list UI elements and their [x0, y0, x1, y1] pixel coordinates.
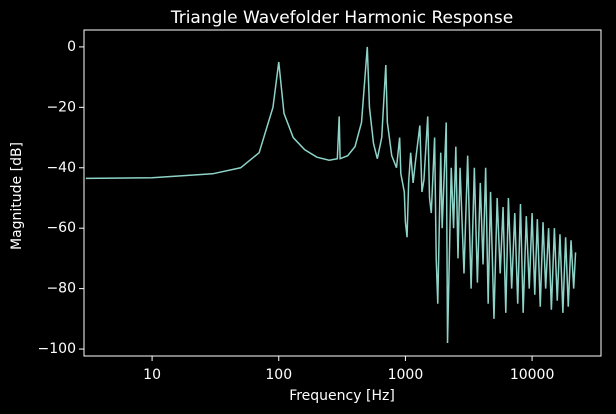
y-axis-label: Magnitude [dB]: [9, 142, 25, 250]
x-axis-label: Frequency [Hz]: [289, 388, 395, 404]
y-tick-label: −60: [46, 220, 76, 236]
chart-title: Triangle Wavefolder Harmonic Response: [170, 8, 513, 28]
y-tick-label: −80: [46, 281, 76, 297]
x-tick-label: 1000: [388, 367, 424, 383]
x-tick-label: 100: [265, 367, 292, 383]
y-tick-label: −100: [38, 341, 76, 357]
plot-frame: [83, 29, 602, 357]
y-tick-label: −20: [46, 99, 76, 115]
y-tick-label: −40: [46, 160, 76, 176]
x-tick-label: 10: [143, 367, 161, 383]
y-tick-label: 0: [67, 39, 76, 55]
spectrum-line: [85, 46, 577, 344]
x-tick-label: 10000: [510, 367, 555, 383]
